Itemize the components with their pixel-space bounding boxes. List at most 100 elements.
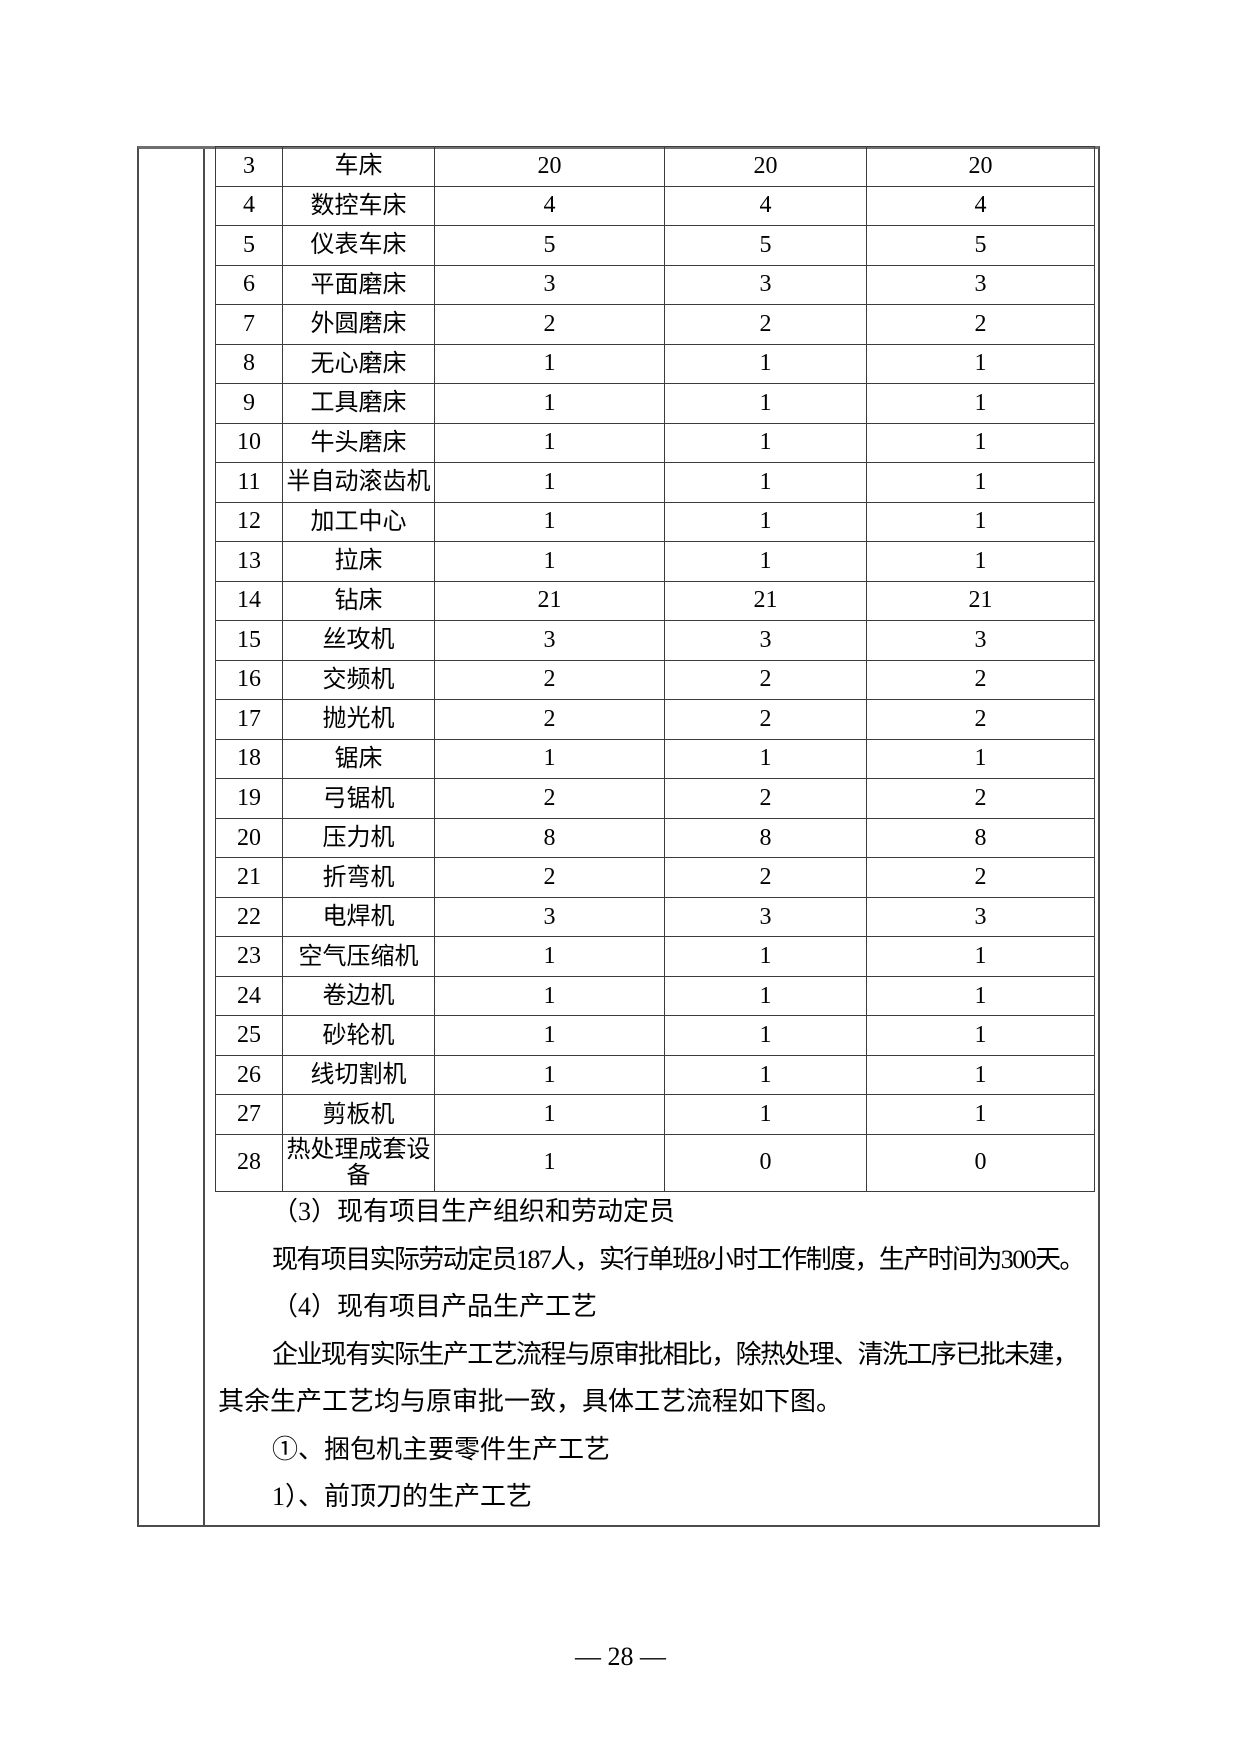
- quantity-cell-3: 8: [866, 817, 1095, 859]
- paragraph-line: 企业现有实际生产工艺流程与原审批相比，除热处理、清洗工序已批未建，: [272, 1339, 1079, 1369]
- quantity-cell-3: 1: [866, 975, 1095, 1017]
- equipment-name-cell: 卷边机: [282, 975, 435, 1017]
- table-row: 22 电焊机 3 3 3: [215, 896, 1095, 938]
- quantity-cell-2: 2: [664, 659, 867, 701]
- quantity-cell-1: 2: [434, 778, 665, 819]
- row-number-cell: 10: [215, 422, 283, 464]
- paragraph-line: ①、捆包机主要零件生产工艺: [272, 1434, 611, 1464]
- equipment-name-cell: 锯床: [282, 738, 435, 780]
- quantity-cell-1: 1: [434, 1094, 665, 1135]
- equipment-name-cell: 工具磨床: [282, 383, 435, 424]
- row-number-cell: 26: [215, 1054, 283, 1096]
- row-number-cell: 18: [215, 738, 283, 780]
- row-number-cell: 27: [215, 1094, 283, 1135]
- row-number-cell: 24: [215, 975, 283, 1017]
- equipment-name-cell: 钻床: [282, 580, 435, 622]
- table-row: 11 半自动滚齿机 1 1 1: [215, 462, 1095, 503]
- quantity-cell-1: 1: [434, 422, 665, 464]
- row-number-cell: 6: [215, 264, 283, 306]
- equipment-name-cell: 数控车床: [282, 185, 435, 227]
- quantity-cell-1: 3: [434, 264, 665, 306]
- quantity-cell-2: 8: [664, 817, 867, 859]
- equipment-name-cell: 电焊机: [282, 896, 435, 938]
- quantity-cell-3: 1: [866, 462, 1095, 503]
- quantity-cell-3: 4: [866, 185, 1095, 227]
- table-row: 13 拉床 1 1 1: [215, 541, 1095, 582]
- quantity-cell-1: 2: [434, 699, 665, 740]
- quantity-cell-1: 1: [434, 541, 665, 582]
- row-number-cell: 5: [215, 225, 283, 266]
- row-number-cell: 16: [215, 659, 283, 701]
- quantity-cell-3: 5: [866, 225, 1095, 266]
- table-row: 16 交频机 2 2 2: [215, 659, 1095, 701]
- quantity-cell-2: 1: [664, 541, 867, 582]
- quantity-cell-1: 2: [434, 304, 665, 345]
- table-row: 3 车床 20 20 20: [215, 146, 1095, 187]
- quantity-cell-2: 1: [664, 462, 867, 503]
- quantity-cell-2: 1: [664, 343, 867, 385]
- quantity-cell-3: 3: [866, 264, 1095, 306]
- quantity-cell-2: 1: [664, 1015, 867, 1056]
- table-row: 10 牛头磨床 1 1 1: [215, 422, 1095, 464]
- quantity-cell-3: 21: [866, 580, 1095, 622]
- page-number: — 28 —: [575, 1642, 666, 1671]
- quantity-cell-3: 1: [866, 501, 1095, 543]
- table-row: 14 钻床 21 21 21: [215, 580, 1095, 622]
- quantity-cell-1: 1: [434, 1015, 665, 1056]
- quantity-cell-1: 3: [434, 620, 665, 661]
- table-row: 20 压力机 8 8 8: [215, 817, 1095, 859]
- equipment-name-cell: 仪表车床: [282, 225, 435, 266]
- table-row: 5 仪表车床 5 5 5: [215, 225, 1095, 266]
- quantity-cell-1: 3: [434, 896, 665, 938]
- table-row: 24 卷边机 1 1 1: [215, 975, 1095, 1017]
- quantity-cell-2: 5: [664, 225, 867, 266]
- equipment-name-cell: 平面磨床: [282, 264, 435, 306]
- table-row: 18 锯床 1 1 1: [215, 738, 1095, 780]
- quantity-cell-3: 20: [866, 146, 1095, 187]
- row-number-cell: 20: [215, 817, 283, 859]
- equipment-table: 3 车床 20 20 20 4 数控车床 4 4 4 5 仪表车床 5 5 5 6 平面磨床 3 3 3 7 外圆磨床 2 2…: [215, 146, 1095, 1193]
- quantity-cell-1: 2: [434, 659, 665, 701]
- equipment-name-cell: 无心磨床: [282, 343, 435, 385]
- quantity-cell-2: 3: [664, 896, 867, 938]
- quantity-cell-3: 2: [866, 659, 1095, 701]
- quantity-cell-1: 8: [434, 817, 665, 859]
- equipment-name-cell: 压力机: [282, 817, 435, 859]
- quantity-cell-2: 1: [664, 1054, 867, 1096]
- equipment-name-cell: 加工中心: [282, 501, 435, 543]
- quantity-cell-3: 1: [866, 738, 1095, 780]
- quantity-cell-2: 3: [664, 264, 867, 306]
- table-row: 23 空气压缩机 1 1 1: [215, 936, 1095, 977]
- form-left-column-divider: [203, 149, 205, 1525]
- table-row: 21 折弯机 2 2 2: [215, 857, 1095, 898]
- quantity-cell-1: 1: [434, 462, 665, 503]
- quantity-cell-2: 1: [664, 422, 867, 464]
- quantity-cell-3: 3: [866, 896, 1095, 938]
- quantity-cell-3: 1: [866, 1015, 1095, 1056]
- equipment-name-cell: 牛头磨床: [282, 422, 435, 464]
- table-row: 9 工具磨床 1 1 1: [215, 383, 1095, 424]
- quantity-cell-2: 1: [664, 975, 867, 1017]
- quantity-cell-2: 3: [664, 620, 867, 661]
- equipment-name-cell: 半自动滚齿机: [282, 462, 435, 503]
- row-number-cell: 11: [215, 462, 283, 503]
- equipment-name-cell: 交频机: [282, 659, 435, 701]
- quantity-cell-1: 20: [434, 146, 665, 187]
- table-row: 19 弓锯机 2 2 2: [215, 778, 1095, 819]
- quantity-cell-1: 1: [434, 975, 665, 1017]
- quantity-cell-3: 1: [866, 343, 1095, 385]
- table-row: 25 砂轮机 1 1 1: [215, 1015, 1095, 1056]
- row-number-cell: 25: [215, 1015, 283, 1056]
- table-row: 28 热处理成套设备 1 0 0: [215, 1133, 1095, 1193]
- quantity-cell-1: 1: [434, 1054, 665, 1096]
- equipment-name-cell: 剪板机: [282, 1094, 435, 1135]
- table-row: 27 剪板机 1 1 1: [215, 1094, 1095, 1135]
- quantity-cell-2: 21: [664, 580, 867, 622]
- row-number-cell: 8: [215, 343, 283, 385]
- table-row: 8 无心磨床 1 1 1: [215, 343, 1095, 385]
- table-row: 4 数控车床 4 4 4: [215, 185, 1095, 227]
- quantity-cell-3: 2: [866, 778, 1095, 819]
- quantity-cell-2: 1: [664, 1094, 867, 1135]
- quantity-cell-3: 1: [866, 936, 1095, 977]
